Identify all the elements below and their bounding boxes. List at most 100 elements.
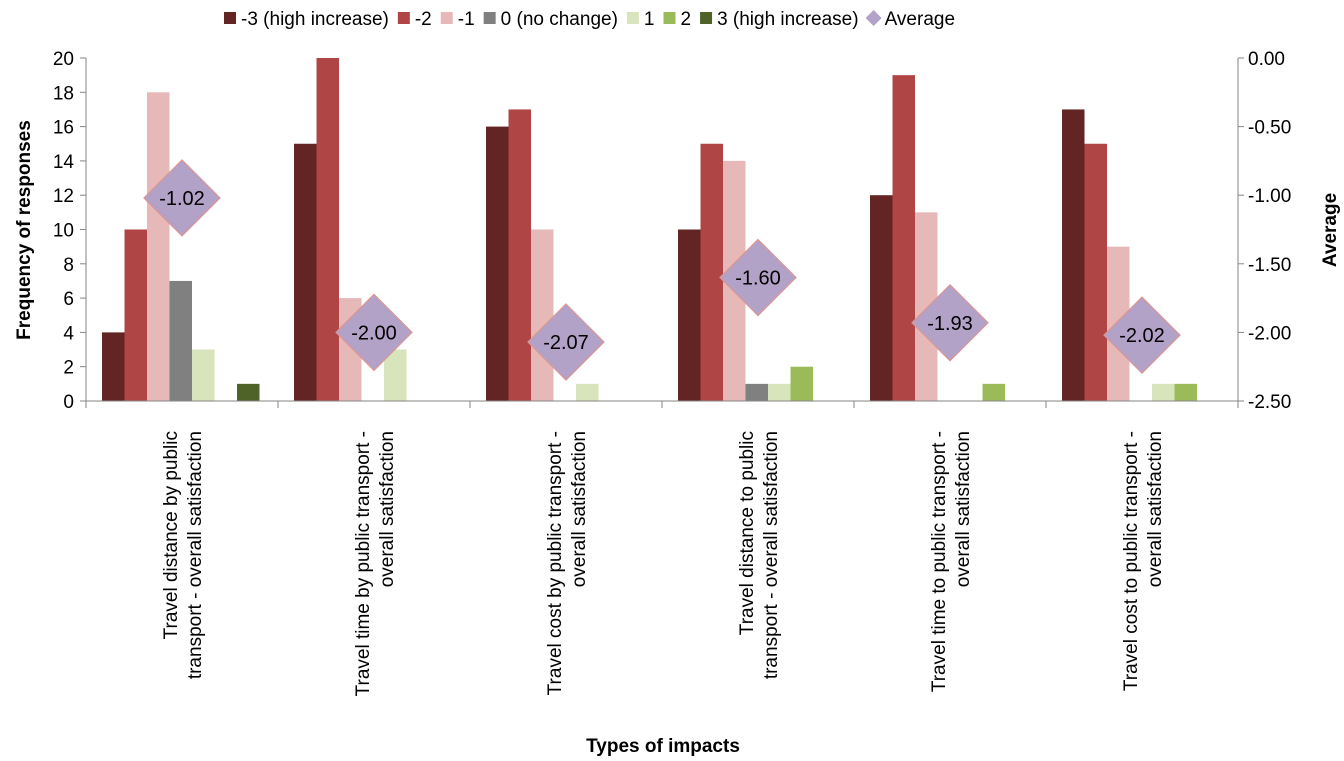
legend-swatch <box>865 10 882 26</box>
bar <box>169 280 192 401</box>
legend-label: 2 <box>680 9 691 30</box>
x-tick-label: Travel distance by public transport - ove… <box>161 431 206 679</box>
bar <box>147 92 170 402</box>
left-axis-tick-label: 18 <box>53 83 74 104</box>
x-tick-label-line: Travel time by public transport - <box>353 431 374 696</box>
average-label: -1.93 <box>927 313 973 335</box>
right-axis-tick-label: -2.50 <box>1248 392 1291 413</box>
bar <box>678 229 701 401</box>
legend-label: -1 <box>458 9 475 30</box>
bar <box>745 383 768 401</box>
average-marker <box>527 303 605 381</box>
bars <box>102 58 1197 402</box>
x-tick-label-line: overall satisfaction <box>569 431 590 587</box>
y2-axis-title: Average <box>1320 193 1341 267</box>
left-axis-tick-label: 10 <box>53 221 74 242</box>
average-marker <box>1103 296 1181 374</box>
legend-swatch <box>397 12 410 24</box>
x-tick-label-line: transport - overall satisfaction <box>185 431 206 679</box>
bar <box>768 383 791 401</box>
bar <box>1084 143 1107 401</box>
bar <box>237 383 260 401</box>
legend-item: -3 (high increase) <box>224 9 389 30</box>
x-tick-label-line: Travel distance to public <box>737 431 758 635</box>
bar <box>870 195 893 401</box>
left-axis-tick-label: 8 <box>63 255 74 276</box>
left-axis-tick-label: 20 <box>53 49 74 70</box>
right-axis-tick-label: -0.50 <box>1248 118 1291 139</box>
bar <box>576 383 599 401</box>
left-axis-tick-label: 6 <box>63 289 74 310</box>
left-axis-tick-label: 0 <box>63 392 74 413</box>
legend-item: 1 <box>626 9 655 30</box>
average-label: -2.02 <box>1119 325 1165 347</box>
average-marker <box>143 159 221 237</box>
legend-swatch <box>663 12 676 24</box>
legend-item: 0 (no change) <box>483 9 618 30</box>
x-tick-label-line: overall satisfaction <box>1145 431 1166 587</box>
left-axis-tick-label: 2 <box>63 358 74 379</box>
average-label: -1.02 <box>159 188 205 210</box>
bar <box>1152 383 1175 401</box>
average-label: -2.07 <box>543 332 589 354</box>
legend-swatch <box>440 12 453 24</box>
x-tick-label: Travel time to public transport - overall… <box>929 431 974 692</box>
average-label: -1.60 <box>735 268 781 290</box>
right-axis-tick-label: -2.00 <box>1248 323 1291 344</box>
legend-label: 3 (high increase) <box>717 9 859 30</box>
legend: -3 (high increase) -2 -1 0 (no change) 1 2 3 (… <box>224 9 955 30</box>
x-tick-label: Travel cost to public transport - overall… <box>1121 431 1166 691</box>
right-axis: -2.50 -2.00 -1.50 -1.00 -0.50 0.00 <box>1237 49 1291 413</box>
x-tick-label-line: Travel cost to public transport - <box>1121 431 1142 691</box>
legend-swatch <box>700 12 713 24</box>
x-axis: Travel distance by public transport - ove… <box>85 400 1239 696</box>
bar <box>486 126 509 401</box>
legend-label: -2 <box>415 9 432 30</box>
x-tick-label-line: Travel cost by public transport - <box>545 431 566 695</box>
legend-label: 1 <box>644 9 655 30</box>
average-label: -2.00 <box>351 322 397 344</box>
left-axis-tick-label: 12 <box>53 186 74 207</box>
legend-swatch <box>224 12 236 24</box>
left-axis-tick-label: 14 <box>53 152 75 173</box>
bar <box>700 143 723 401</box>
bar <box>124 229 147 401</box>
legend-label: 0 (no change) <box>501 9 618 30</box>
legend-item: Average <box>865 9 955 30</box>
bar <box>790 366 813 401</box>
legend-item: -1 <box>440 9 475 30</box>
right-axis-tick-label: 0.00 <box>1248 49 1285 70</box>
x-tick-label-line: overall satisfaction <box>377 431 398 587</box>
y-axis-title: Frequency of responses <box>14 120 35 340</box>
left-axis: 0 2 4 6 8 10 12 14 16 18 20 <box>53 49 87 413</box>
legend-label: Average <box>885 9 955 30</box>
bar <box>531 229 554 401</box>
bar <box>508 109 531 401</box>
legend-swatch <box>626 12 639 24</box>
average-marker <box>719 238 797 317</box>
average-markers: -1.02 -2.00 -2.07 -1.60 -1.93 -2.02 <box>143 159 1181 381</box>
x-axis-title: Types of impacts <box>586 736 740 757</box>
legend-swatch <box>483 12 496 24</box>
x-tick-label-line: overall satisfaction <box>953 431 974 587</box>
bar <box>915 212 938 401</box>
x-tick-label: Travel cost by public transport - overall… <box>545 431 590 695</box>
bar <box>316 58 339 401</box>
x-tick-label: Travel time by public transport - overall… <box>353 431 398 696</box>
x-tick-label: Travel distance to public transport - ove… <box>737 431 782 679</box>
bar <box>294 143 317 401</box>
legend-label: -3 (high increase) <box>241 9 389 30</box>
bar <box>102 332 125 401</box>
average-marker <box>911 283 989 362</box>
legend-item: 2 <box>663 9 691 30</box>
legend-item: -2 <box>397 9 432 30</box>
x-tick-label-line: transport - overall satisfaction <box>761 431 782 679</box>
bar <box>192 349 215 401</box>
average-marker <box>335 293 413 372</box>
x-tick-label-line: Travel distance by public <box>161 431 182 639</box>
bar <box>384 349 407 401</box>
bar <box>1062 109 1085 401</box>
left-axis-tick-label: 16 <box>53 118 74 139</box>
bar <box>1174 383 1197 401</box>
